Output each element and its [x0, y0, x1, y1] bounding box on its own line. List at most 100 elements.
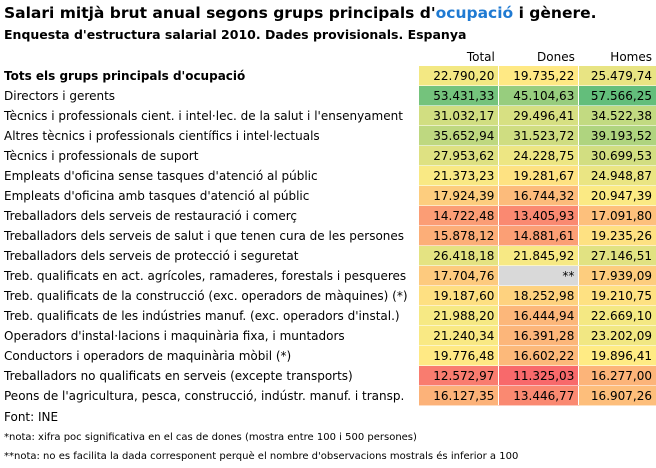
header-dones: Dones — [537, 50, 575, 64]
cell-total: 15.878,12 — [418, 225, 499, 246]
row-label: Treb. qualificats de les indústries manu… — [4, 308, 400, 323]
cell-dones: 31.523,72 — [498, 125, 579, 146]
cell-total: 14.722,48 — [418, 205, 499, 226]
row-label: Peons de l'agricultura, pesca, construcc… — [4, 388, 405, 403]
cell-total: 27.953,62 — [418, 145, 499, 166]
row-label: Treballadors dels serveis de salut i que… — [4, 228, 405, 243]
page-title: Salari mitjà brut anual segons grups pri… — [4, 4, 597, 22]
salary-table: Total Dones Homes Tots els grups princip… — [0, 48, 656, 406]
cell-dones: 24.228,75 — [498, 145, 579, 166]
cell-homes: 34.522,38 — [578, 105, 656, 126]
table-row: Treballadors no qualificats en serveis (… — [0, 365, 656, 386]
table-row: Treballadors dels serveis de salut i que… — [0, 225, 656, 246]
footnotes: Font: INE *nota: xifra poc significativa… — [4, 410, 654, 462]
title-pre: Salari mitjà brut anual segons grups pri… — [4, 4, 436, 22]
cell-total: 26.418,18 — [418, 245, 499, 266]
row-label: Treb. qualificats de la construcció (exc… — [4, 288, 408, 303]
cell-homes: 24.948,87 — [578, 165, 656, 186]
cell-dones: 29.496,41 — [498, 105, 579, 126]
table-row: Empleats d'oficina sense tasques d'atenc… — [0, 165, 656, 186]
table-row: Directors i gerents 53.431,33 45.104,63 57.… — [0, 85, 656, 106]
cell-homes: 16.277,00 — [578, 365, 656, 386]
table-row: Treb. qualificats de la construcció (exc… — [0, 285, 656, 306]
footnote-1: *nota: xifra poc significativa en el cas… — [4, 432, 417, 443]
title-post: i gènere. — [513, 4, 597, 22]
row-label: Directors i gerents — [4, 88, 116, 103]
footnote-2: **nota: no es facilita la dada correspon… — [4, 451, 519, 462]
row-label: Empleats d'oficina amb tasques d'atenció… — [4, 188, 310, 203]
cell-dones: 19.735,22 — [498, 66, 579, 86]
header-homes: Homes — [610, 50, 652, 64]
row-label: Tècnics i professionals cient. i intel·l… — [4, 108, 403, 123]
header-total: Total — [466, 50, 495, 64]
row-label: Treballadors no qualificats en serveis (… — [4, 368, 353, 383]
table-row: Conductors i operadors de maquinària mòb… — [0, 345, 656, 366]
row-label: Tots els grups principals d'ocupació — [4, 68, 246, 83]
table-header-row: Total Dones Homes — [0, 48, 656, 66]
table-row: Tots els grups principals d'ocupació 22.7… — [0, 66, 656, 86]
table-row: Altres tècnics i professionals científic… — [0, 125, 656, 146]
cell-total: 17.924,39 — [418, 185, 499, 206]
row-label: Altres tècnics i professionals científic… — [4, 128, 320, 143]
cell-dones: 11.325,03 — [498, 365, 579, 386]
row-label: Treballadors dels serveis de protecció i… — [4, 248, 299, 263]
cell-total: 19.776,48 — [418, 345, 499, 366]
cell-homes: 30.699,53 — [578, 145, 656, 166]
cell-dones: 21.845,92 — [498, 245, 579, 266]
cell-homes: 17.091,80 — [578, 205, 656, 226]
header-label-cell — [0, 48, 419, 66]
cell-dones: 16.444,94 — [498, 305, 579, 326]
row-label: Treb. qualificats en act. agrícoles, ram… — [4, 268, 407, 283]
cell-homes: 39.193,52 — [578, 125, 656, 146]
cell-total: 21.240,34 — [418, 325, 499, 346]
cell-dones: 16.602,22 — [498, 345, 579, 366]
cell-dones: 13.446,77 — [498, 385, 579, 406]
cell-dones: 16.391,28 — [498, 325, 579, 346]
cell-dones: 16.744,32 — [498, 185, 579, 206]
cell-homes: 17.939,09 — [578, 265, 656, 286]
source-note: Font: INE — [4, 410, 59, 424]
table-row: Treballadors dels serveis de protecció i… — [0, 245, 656, 266]
table-row: Treb. qualificats de les indústries manu… — [0, 305, 656, 326]
cell-dones: 14.881,61 — [498, 225, 579, 246]
row-label: Tècnics i professionals de suport — [4, 148, 199, 163]
cell-total: 12.572,97 — [418, 365, 499, 386]
table-row: Operadors d'instal·lacions i maquinària … — [0, 325, 656, 346]
cell-dones: 18.252,98 — [498, 285, 579, 306]
page-subtitle: Enquesta d'estructura salarial 2010. Dad… — [4, 27, 467, 42]
cell-total: 31.032,17 — [418, 105, 499, 126]
cell-dones: ** — [498, 265, 579, 286]
cell-total: 21.988,20 — [418, 305, 499, 326]
title-highlight: ocupació — [435, 4, 514, 22]
cell-dones: 13.405,93 — [498, 205, 579, 226]
cell-total: 35.652,94 — [418, 125, 499, 146]
cell-homes: 23.202,09 — [578, 325, 656, 346]
row-label: Conductors i operadors de maquinària mòb… — [4, 348, 292, 363]
cell-homes: 19.210,75 — [578, 285, 656, 306]
cell-total: 21.373,23 — [418, 165, 499, 186]
cell-total: 16.127,35 — [418, 385, 499, 406]
cell-homes: 16.907,26 — [578, 385, 656, 406]
table-row: Empleats d'oficina amb tasques d'atenció… — [0, 185, 656, 206]
cell-total: 19.187,60 — [418, 285, 499, 306]
row-label: Treballadors dels serveis de restauració… — [4, 208, 298, 223]
cell-homes: 57.566,25 — [578, 85, 656, 106]
table-row: Tècnics i professionals cient. i intel·l… — [0, 105, 656, 126]
cell-homes: 19.235,26 — [578, 225, 656, 246]
row-label: Operadors d'instal·lacions i maquinària … — [4, 328, 345, 343]
cell-total: 22.790,20 — [418, 66, 499, 86]
cell-dones: 45.104,63 — [498, 85, 579, 106]
cell-homes: 19.896,41 — [578, 345, 656, 366]
cell-total: 17.704,76 — [418, 265, 499, 286]
cell-homes: 27.146,51 — [578, 245, 656, 266]
cell-dones: 19.281,67 — [498, 165, 579, 186]
table-row: Treb. qualificats en act. agrícoles, ram… — [0, 265, 656, 286]
cell-total: 53.431,33 — [418, 85, 499, 106]
cell-homes: 22.669,10 — [578, 305, 656, 326]
table-row: Treballadors dels serveis de restauració… — [0, 205, 656, 226]
table-row: Tècnics i professionals de suport 27.953,… — [0, 145, 656, 166]
cell-homes: 25.479,74 — [578, 66, 656, 86]
cell-homes: 20.947,39 — [578, 185, 656, 206]
row-label: Empleats d'oficina sense tasques d'atenc… — [4, 168, 318, 183]
table-row: Peons de l'agricultura, pesca, construcc… — [0, 385, 656, 406]
